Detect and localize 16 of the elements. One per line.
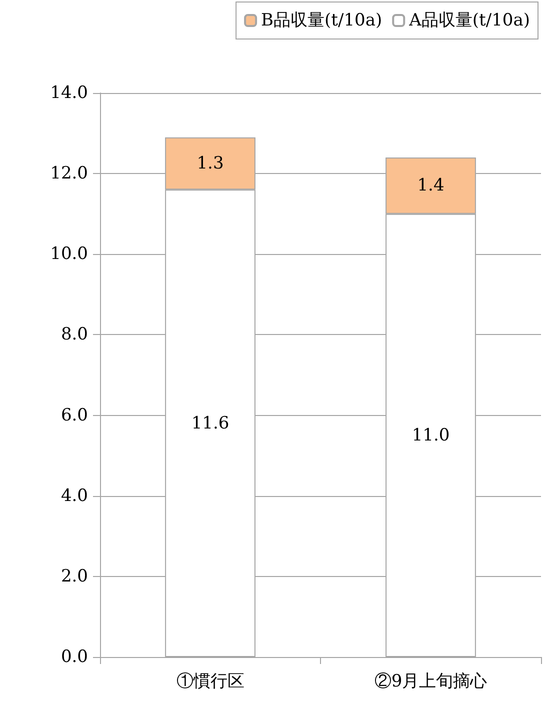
legend-label: A品収量(t/10a): [408, 10, 530, 30]
y-tick-label: 14.0: [50, 83, 88, 103]
legend-label: B品収量(t/10a): [261, 10, 382, 30]
x-tick-label: ②9月上旬摘心: [374, 672, 488, 692]
y-tick-label: 0.0: [60, 647, 88, 667]
data-label: 11.6: [191, 413, 230, 434]
data-label: 1.3: [196, 154, 224, 174]
x-tick-label: ①慣行区: [176, 672, 244, 692]
y-tick-label: 6.0: [60, 405, 88, 426]
data-label: 11.0: [412, 425, 450, 446]
data-label: 1.4: [417, 176, 444, 196]
y-tick-label: 4.0: [60, 486, 88, 506]
y-tick-label: 2.0: [60, 566, 88, 586]
y-tick-label: 10.0: [50, 244, 88, 264]
y-tick-label: 12.0: [50, 164, 88, 184]
y-tick-label: 8.0: [60, 324, 88, 345]
